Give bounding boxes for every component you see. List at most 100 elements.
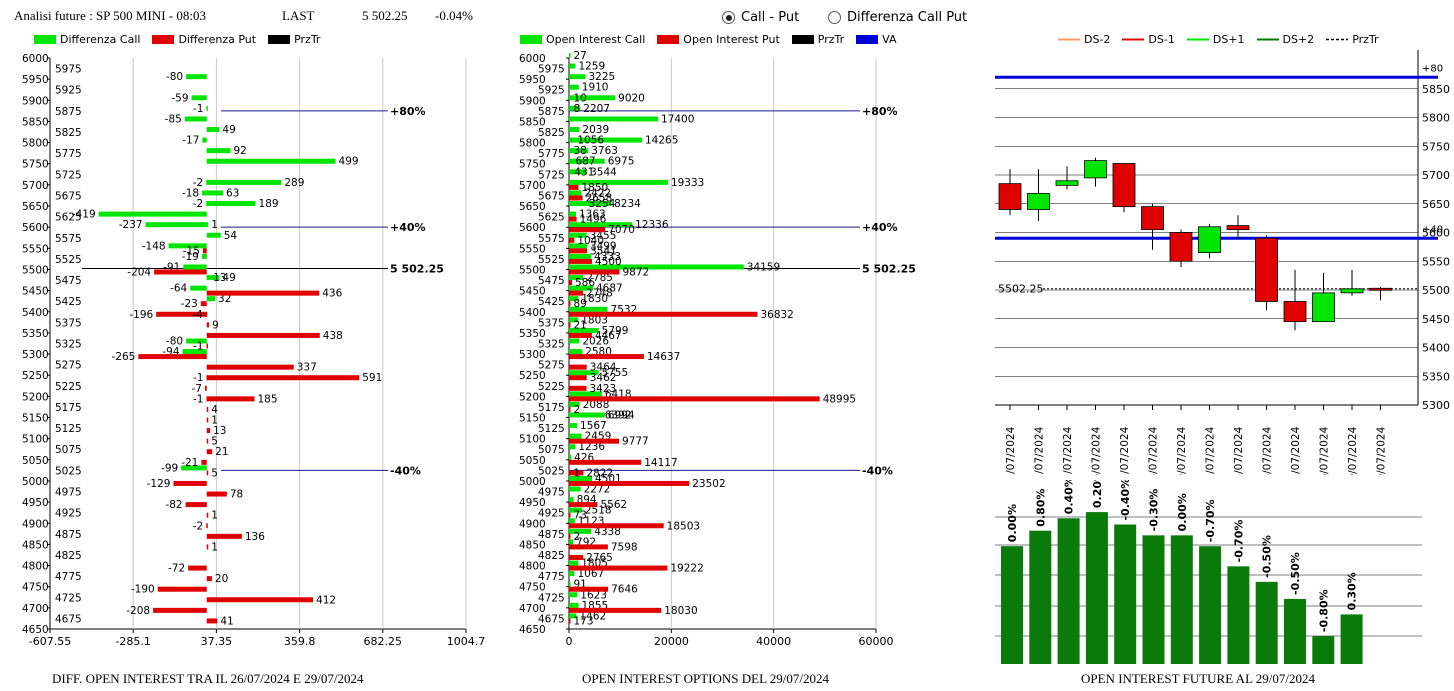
y-tick-label: 5225 (538, 381, 565, 393)
legend-item: Differenza Call (34, 33, 140, 46)
y-tick-label: 5350 (22, 328, 49, 340)
bar (201, 459, 207, 465)
bar (569, 227, 606, 233)
y-tick-label: 5300 (1422, 399, 1450, 412)
data-label: 6392 (605, 410, 632, 422)
data-label: 0.30% (1346, 572, 1359, 610)
bar (569, 401, 580, 407)
data-label: 436 (322, 288, 342, 300)
y-tick-label: 5625 (538, 212, 565, 224)
data-label: -237 (119, 219, 143, 231)
candle-body (1169, 232, 1193, 262)
x-tick-label: 40000 (756, 635, 791, 648)
bar (206, 190, 224, 196)
reference-line-label: +80% (862, 105, 898, 118)
y-tick-label: 5300 (519, 349, 546, 361)
y-tick-label: 5875 (55, 106, 82, 118)
candlestick-chart: 5850 5800 5750 5700 5650 5600 5550 5500 5450 5400… (995, 50, 1450, 475)
swatch-icon (856, 35, 879, 44)
candle-body (1055, 180, 1079, 186)
bar (206, 158, 336, 164)
y-tick-label: 5650 (519, 201, 546, 213)
bar (569, 486, 581, 492)
bar (206, 375, 360, 381)
price-line-label: 5502.25 (998, 283, 1044, 296)
radio-differenza-label: Differenza Call Put (847, 10, 968, 25)
data-label: -1 (193, 341, 203, 353)
data-label: 4467 (595, 330, 622, 342)
bar (569, 296, 579, 302)
data-label: 1067 (577, 568, 604, 580)
y-tick-label: 5775 (538, 148, 565, 160)
bar (206, 470, 209, 476)
bar (206, 544, 209, 550)
x-tick-label: 26/07/2024 (1319, 426, 1331, 475)
bar (569, 618, 571, 624)
data-label: 431 (574, 166, 594, 178)
bar (569, 201, 612, 207)
data-label: 38 (574, 145, 587, 157)
data-label: 2 (574, 531, 581, 543)
radio-unselected-icon (828, 11, 841, 24)
bar (1057, 518, 1080, 664)
data-label: 2658 (586, 192, 613, 204)
bar (569, 444, 576, 450)
bar (569, 613, 577, 619)
y-tick-label: 5675 (55, 190, 82, 202)
data-label: 5799 (602, 325, 629, 337)
data-label: 0.20% (1091, 480, 1104, 508)
legend-label: Differenza Put (178, 33, 257, 46)
data-label: -204 (127, 266, 151, 278)
candle-body (1369, 287, 1392, 291)
y-tick-label: 5700 (1422, 169, 1450, 182)
bar (569, 311, 758, 317)
data-label: 9777 (622, 436, 649, 448)
bar (202, 137, 207, 143)
bar (569, 53, 571, 58)
bar (157, 586, 207, 592)
bar (569, 332, 592, 338)
bar (569, 290, 584, 296)
bar (206, 597, 314, 603)
data-label: 54 (224, 230, 238, 242)
bar (569, 539, 574, 545)
bar (1312, 636, 1335, 664)
candle-body (1112, 163, 1136, 208)
bar (569, 195, 583, 201)
data-label: -1 (193, 372, 203, 384)
data-label: 0.40% (1063, 480, 1076, 514)
data-label: 1830 (581, 293, 608, 305)
y-tick-label: 5200 (22, 391, 49, 403)
y-tick-label: 5000 (22, 476, 49, 488)
y-tick-label: 4675 (538, 613, 565, 625)
data-label: -85 (165, 113, 182, 125)
data-label: 1259 (578, 61, 605, 73)
bar (206, 406, 209, 412)
data-label: 1623 (580, 589, 607, 601)
bar (569, 116, 659, 122)
data-label: 189 (259, 198, 279, 210)
bar (569, 127, 580, 133)
y-tick-label: 5225 (55, 381, 82, 393)
x-tick-label: 0 (566, 635, 573, 648)
data-label: 1 (211, 510, 218, 522)
data-label: 1462 (579, 610, 606, 622)
y-tick-label: 5550 (519, 243, 546, 255)
data-label: -2 (193, 177, 203, 189)
y-tick-label: 5675 (538, 190, 565, 202)
legend-label: Open Interest Put (683, 33, 780, 46)
data-label: 1236 (578, 441, 605, 453)
bar (569, 158, 573, 164)
candle-body (1255, 237, 1278, 302)
radio-call-put[interactable]: Call - Put (722, 10, 799, 25)
bar (202, 248, 207, 254)
app-title: Analisi future : SP 500 MINI - 08:03 (14, 8, 206, 23)
radio-differenza[interactable]: Differenza Call Put (828, 10, 967, 25)
data-label: -80 (166, 71, 183, 83)
y-tick-label: 4775 (55, 571, 82, 583)
last-label: LAST (282, 8, 315, 23)
data-label: 27 (574, 50, 587, 62)
bar (569, 544, 608, 550)
bar (569, 216, 577, 222)
y-tick-label: 5600 (519, 222, 546, 234)
